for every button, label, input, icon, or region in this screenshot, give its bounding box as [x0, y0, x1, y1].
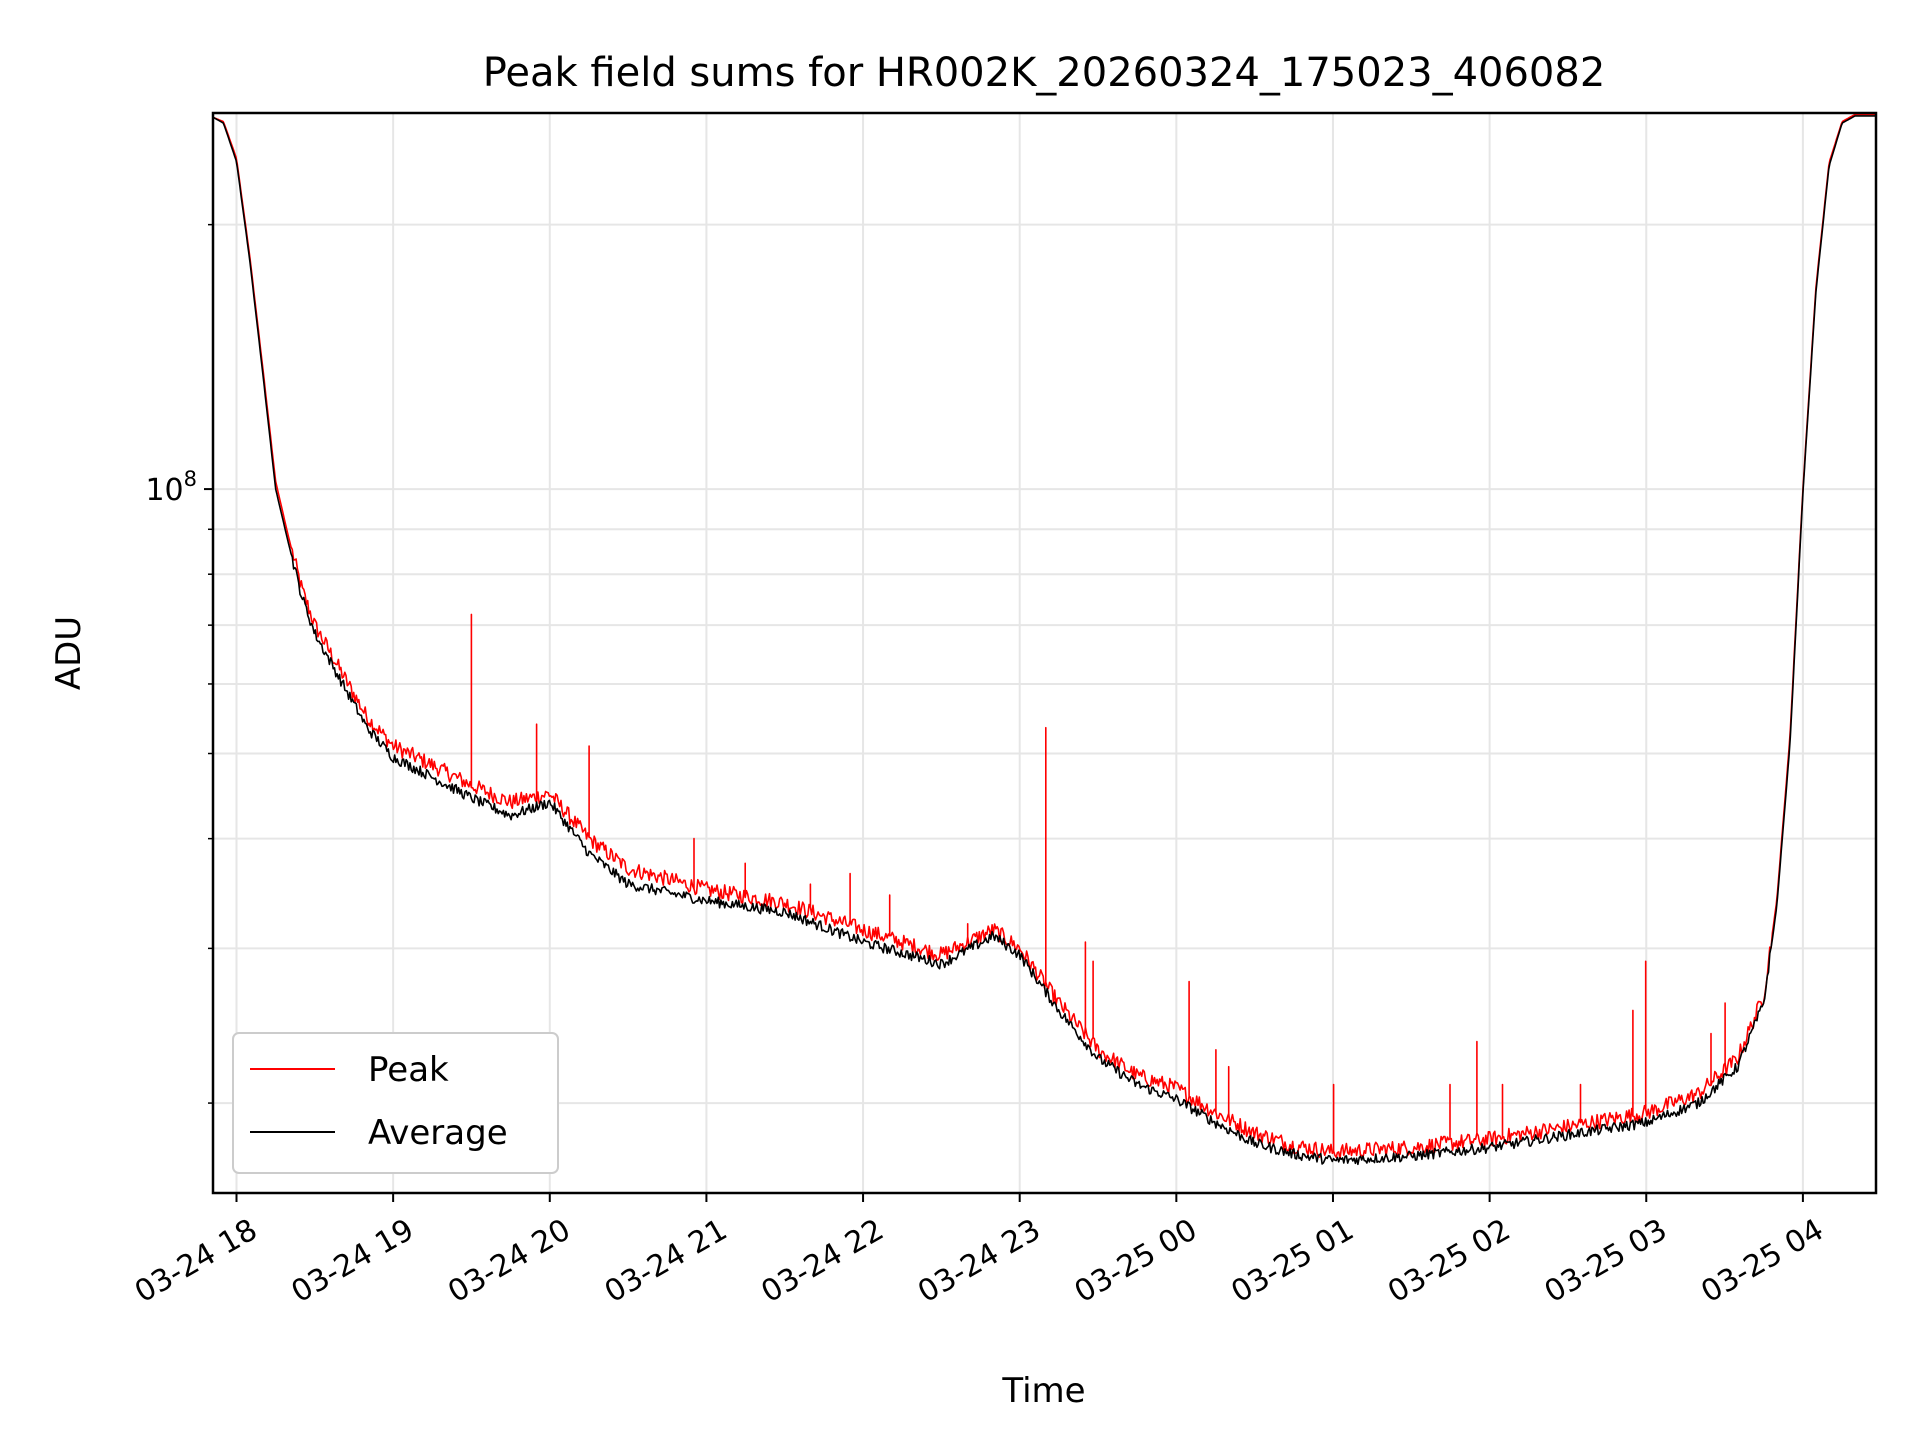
legend: Peak Average [232, 1032, 559, 1174]
series-peak-line [212, 113, 1876, 1160]
legend-peak-label: Peak [368, 1050, 449, 1090]
legend-average-label: Average [368, 1113, 508, 1153]
series-average-line [212, 115, 1876, 1166]
y-tick-label: 108 [145, 467, 197, 508]
series-peak-path [212, 113, 1876, 1160]
y-axis: 108 [145, 223, 213, 1104]
series-average-path [212, 115, 1876, 1166]
plot-frame [211, 111, 1878, 1195]
chart-title: Peak field sums for HR002K_20260324_1750… [483, 50, 1606, 96]
x-axis-label: Time [1001, 1371, 1085, 1411]
y-axis-label: ADU [49, 616, 89, 690]
plot-area [212, 113, 1876, 1166]
